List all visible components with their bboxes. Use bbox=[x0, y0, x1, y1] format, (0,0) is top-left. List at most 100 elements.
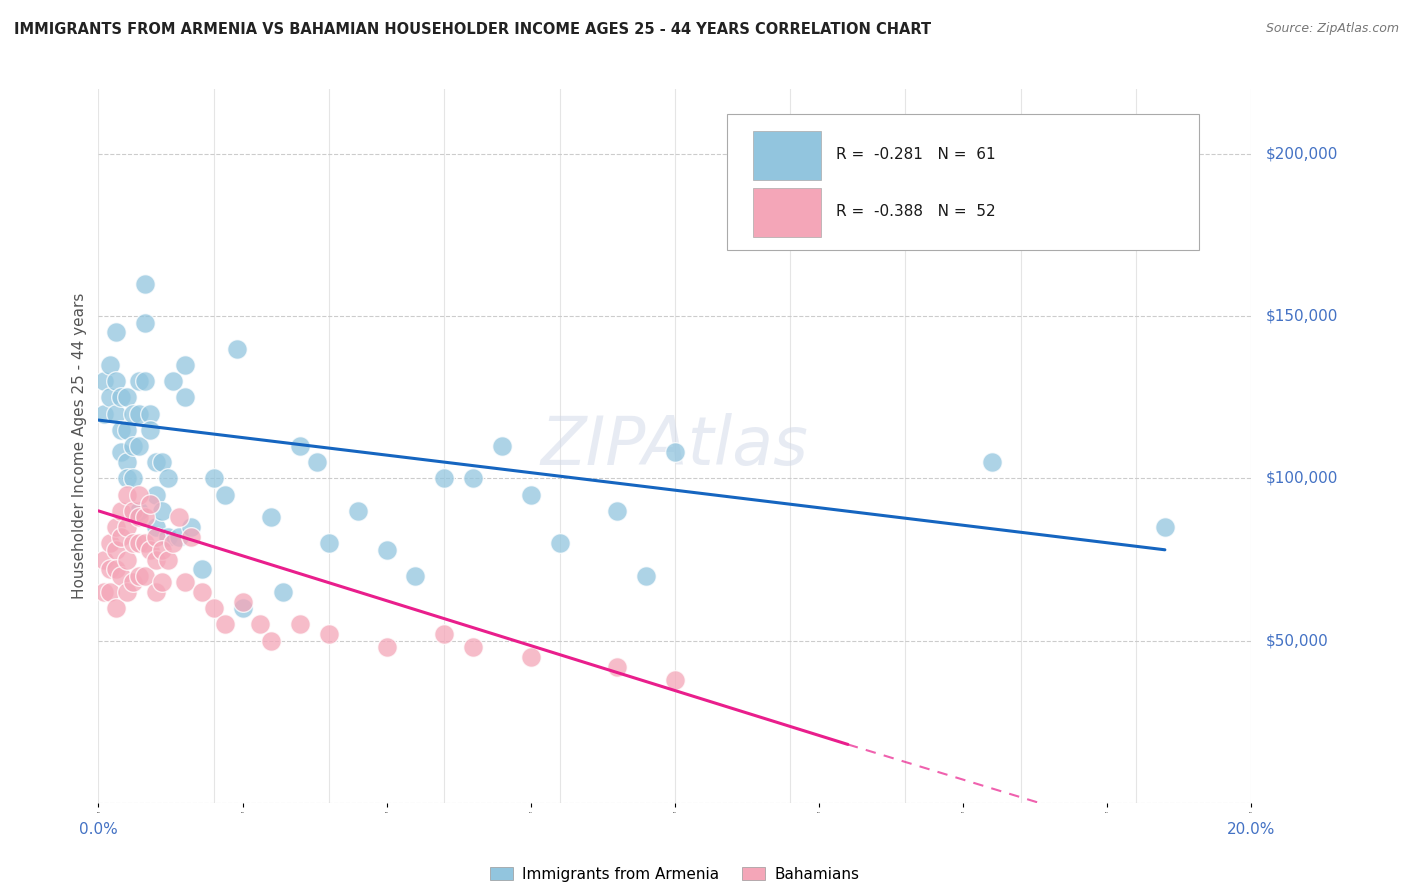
Point bbox=[260, 510, 283, 524]
Point bbox=[117, 390, 138, 404]
Point bbox=[191, 562, 214, 576]
Point bbox=[318, 627, 340, 641]
Point bbox=[117, 552, 138, 566]
Point bbox=[271, 585, 294, 599]
Point bbox=[375, 640, 398, 654]
Point bbox=[110, 390, 132, 404]
Point bbox=[191, 585, 214, 599]
FancyBboxPatch shape bbox=[754, 187, 821, 237]
Point bbox=[491, 439, 513, 453]
Point bbox=[110, 423, 132, 437]
Point bbox=[117, 471, 138, 485]
Point bbox=[93, 374, 115, 388]
Point bbox=[110, 568, 132, 582]
Point bbox=[134, 536, 156, 550]
Point bbox=[134, 568, 156, 582]
Point bbox=[110, 530, 132, 544]
Y-axis label: Householder Income Ages 25 - 44 years: Householder Income Ages 25 - 44 years bbox=[72, 293, 87, 599]
Point bbox=[150, 455, 173, 469]
Point bbox=[134, 316, 156, 330]
Point bbox=[128, 536, 150, 550]
FancyBboxPatch shape bbox=[727, 114, 1199, 250]
Point bbox=[520, 649, 543, 664]
Point bbox=[174, 390, 197, 404]
Point bbox=[139, 497, 162, 511]
Point bbox=[110, 445, 132, 459]
Point bbox=[145, 530, 167, 544]
Text: IMMIGRANTS FROM ARMENIA VS BAHAMIAN HOUSEHOLDER INCOME AGES 25 - 44 YEARS CORREL: IMMIGRANTS FROM ARMENIA VS BAHAMIAN HOUS… bbox=[14, 22, 931, 37]
Point bbox=[104, 520, 127, 534]
Point bbox=[664, 673, 686, 687]
Point bbox=[290, 439, 312, 453]
Text: Source: ZipAtlas.com: Source: ZipAtlas.com bbox=[1265, 22, 1399, 36]
Point bbox=[122, 407, 145, 421]
Point bbox=[117, 520, 138, 534]
Point bbox=[231, 595, 254, 609]
Point bbox=[122, 504, 145, 518]
Text: $50,000: $50,000 bbox=[1265, 633, 1329, 648]
Point bbox=[225, 342, 247, 356]
Text: 0.0%: 0.0% bbox=[79, 822, 118, 837]
Point bbox=[174, 358, 197, 372]
Point bbox=[117, 488, 138, 502]
Point bbox=[145, 552, 167, 566]
Point bbox=[433, 471, 456, 485]
Point bbox=[98, 562, 121, 576]
Point bbox=[606, 659, 628, 673]
Legend: Immigrants from Armenia, Bahamians: Immigrants from Armenia, Bahamians bbox=[484, 861, 866, 888]
Point bbox=[104, 407, 127, 421]
Point bbox=[128, 510, 150, 524]
Point bbox=[162, 536, 184, 550]
Point bbox=[122, 575, 145, 590]
Text: $150,000: $150,000 bbox=[1265, 309, 1337, 324]
Point bbox=[260, 633, 283, 648]
Point bbox=[375, 542, 398, 557]
Point bbox=[461, 640, 484, 654]
Point bbox=[461, 471, 484, 485]
Point bbox=[93, 552, 115, 566]
Point bbox=[180, 520, 202, 534]
Point bbox=[202, 471, 225, 485]
Point bbox=[128, 568, 150, 582]
Point bbox=[145, 455, 167, 469]
Point bbox=[150, 542, 173, 557]
Point bbox=[122, 471, 145, 485]
Point bbox=[156, 530, 179, 544]
Text: 20.0%: 20.0% bbox=[1227, 822, 1275, 837]
Point bbox=[202, 601, 225, 615]
Point bbox=[548, 536, 571, 550]
Point bbox=[104, 542, 127, 557]
Point bbox=[150, 504, 173, 518]
Point bbox=[134, 374, 156, 388]
Point bbox=[98, 536, 121, 550]
Point bbox=[145, 520, 167, 534]
Point bbox=[128, 374, 150, 388]
Point bbox=[405, 568, 427, 582]
Point bbox=[104, 374, 127, 388]
Point bbox=[167, 530, 190, 544]
Point bbox=[93, 585, 115, 599]
Point bbox=[104, 562, 127, 576]
Point bbox=[150, 575, 173, 590]
Text: R =  -0.281   N =  61: R = -0.281 N = 61 bbox=[837, 147, 995, 162]
FancyBboxPatch shape bbox=[754, 130, 821, 180]
Point bbox=[180, 530, 202, 544]
Point bbox=[249, 617, 271, 632]
Point bbox=[139, 407, 162, 421]
Point bbox=[122, 439, 145, 453]
Point bbox=[128, 439, 150, 453]
Text: $200,000: $200,000 bbox=[1265, 146, 1337, 161]
Point bbox=[290, 617, 312, 632]
Text: ZIPAtlas: ZIPAtlas bbox=[541, 413, 808, 479]
Point bbox=[128, 488, 150, 502]
Point bbox=[128, 407, 150, 421]
Point bbox=[214, 617, 236, 632]
Point bbox=[156, 471, 179, 485]
Point bbox=[117, 423, 138, 437]
Point bbox=[134, 510, 156, 524]
Point bbox=[346, 504, 368, 518]
Point bbox=[606, 504, 628, 518]
Point bbox=[162, 374, 184, 388]
Point bbox=[231, 601, 254, 615]
Point bbox=[98, 585, 121, 599]
